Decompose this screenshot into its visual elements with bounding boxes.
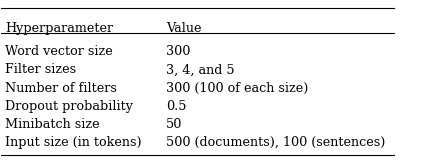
Text: Word vector size: Word vector size <box>6 45 113 58</box>
Text: Number of filters: Number of filters <box>6 82 117 95</box>
Text: Dropout probability: Dropout probability <box>6 100 133 113</box>
Text: 500 (documents), 100 (sentences): 500 (documents), 100 (sentences) <box>166 136 385 149</box>
Text: 3, 4, and 5: 3, 4, and 5 <box>166 64 235 76</box>
Text: Filter sizes: Filter sizes <box>6 64 76 76</box>
Text: 0.5: 0.5 <box>166 100 187 113</box>
Text: Input size (in tokens): Input size (in tokens) <box>6 136 142 149</box>
Text: Minibatch size: Minibatch size <box>6 118 100 131</box>
Text: 300: 300 <box>166 45 190 58</box>
Text: Hyperparameter: Hyperparameter <box>6 22 114 35</box>
Text: 300 (100 of each size): 300 (100 of each size) <box>166 82 309 95</box>
Text: Value: Value <box>166 22 202 35</box>
Text: 50: 50 <box>166 118 183 131</box>
